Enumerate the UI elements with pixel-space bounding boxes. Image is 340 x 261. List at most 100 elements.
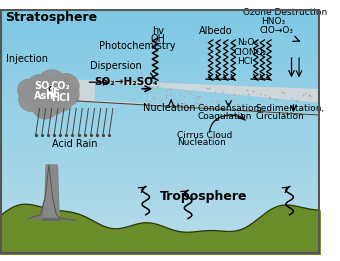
Text: Albedo: Albedo: [199, 26, 233, 36]
Text: Dispersion: Dispersion: [90, 61, 142, 71]
Bar: [0, 144, 320, 145]
Bar: [0, 29, 320, 31]
Bar: [0, 130, 320, 131]
Bar: [0, 41, 320, 42]
Bar: [0, 133, 320, 134]
Text: Condensation,: Condensation,: [198, 104, 262, 113]
Bar: [0, 210, 320, 211]
Bar: [0, 96, 320, 97]
Circle shape: [27, 75, 52, 99]
Bar: [0, 223, 320, 224]
Bar: [0, 246, 320, 247]
Bar: [0, 170, 320, 171]
Bar: [0, 78, 320, 79]
Bar: [0, 163, 320, 164]
Bar: [0, 186, 320, 187]
Bar: [0, 215, 320, 216]
Bar: [0, 88, 320, 89]
Bar: [0, 155, 320, 156]
Bar: [0, 165, 320, 166]
Bar: [0, 38, 320, 39]
Bar: [0, 115, 320, 116]
Text: Stratosphere: Stratosphere: [5, 11, 97, 24]
Bar: [0, 164, 320, 165]
Bar: [0, 73, 320, 74]
Bar: [0, 233, 320, 234]
Bar: [0, 230, 320, 231]
Bar: [0, 69, 320, 70]
Bar: [0, 178, 320, 179]
Polygon shape: [44, 165, 59, 220]
Bar: [0, 207, 320, 208]
Bar: [0, 249, 320, 250]
Bar: [0, 203, 320, 204]
Bar: [0, 248, 320, 249]
Bar: [0, 50, 320, 51]
Text: Coagulation: Coagulation: [198, 112, 252, 121]
Bar: [0, 227, 320, 228]
Bar: [0, 56, 320, 57]
Text: Photochemistry: Photochemistry: [99, 41, 175, 51]
Bar: [0, 93, 320, 94]
Bar: [0, 176, 320, 177]
Bar: [0, 198, 320, 199]
Bar: [0, 51, 320, 52]
Bar: [0, 148, 320, 149]
Bar: [0, 245, 320, 246]
Bar: [0, 149, 320, 150]
Bar: [0, 53, 320, 54]
Circle shape: [44, 93, 65, 114]
Text: OH: OH: [151, 34, 166, 44]
Bar: [0, 74, 320, 75]
Bar: [0, 253, 320, 254]
Bar: [0, 108, 320, 109]
Bar: [0, 134, 320, 135]
Bar: [0, 250, 320, 251]
Bar: [0, 80, 320, 81]
Bar: [0, 154, 320, 155]
Bar: [0, 109, 320, 110]
Text: Troposphere: Troposphere: [160, 189, 248, 203]
Bar: [0, 141, 320, 142]
Bar: [0, 138, 320, 139]
Bar: [0, 192, 320, 193]
Bar: [0, 181, 320, 182]
Bar: [0, 205, 320, 206]
Bar: [0, 46, 320, 47]
Text: HCl: HCl: [51, 93, 70, 103]
Bar: [0, 101, 320, 102]
Text: HCl: HCl: [237, 57, 253, 66]
Bar: [0, 52, 320, 53]
Bar: [0, 168, 320, 169]
Bar: [0, 57, 320, 58]
Bar: [0, 99, 320, 100]
Bar: [0, 220, 320, 221]
Bar: [0, 132, 320, 133]
Bar: [0, 167, 320, 168]
Bar: [0, 184, 320, 185]
Bar: [0, 36, 320, 37]
Bar: [0, 232, 320, 233]
Text: hv: hv: [152, 26, 164, 36]
Bar: [0, 26, 320, 27]
Bar: [0, 89, 320, 90]
Bar: [0, 114, 320, 115]
Bar: [0, 226, 320, 227]
Bar: [0, 48, 320, 49]
Bar: [0, 72, 320, 73]
Bar: [0, 229, 320, 230]
Circle shape: [43, 76, 75, 109]
Bar: [0, 218, 320, 220]
Bar: [0, 66, 320, 67]
Bar: [0, 12, 320, 13]
Bar: [0, 187, 320, 188]
Text: Acid Rain: Acid Rain: [52, 139, 97, 149]
Bar: [0, 21, 320, 22]
Bar: [0, 65, 320, 66]
Bar: [0, 145, 320, 146]
Bar: [0, 180, 320, 181]
Bar: [0, 33, 320, 34]
Bar: [0, 216, 320, 217]
Bar: [0, 241, 320, 242]
Bar: [0, 42, 320, 43]
